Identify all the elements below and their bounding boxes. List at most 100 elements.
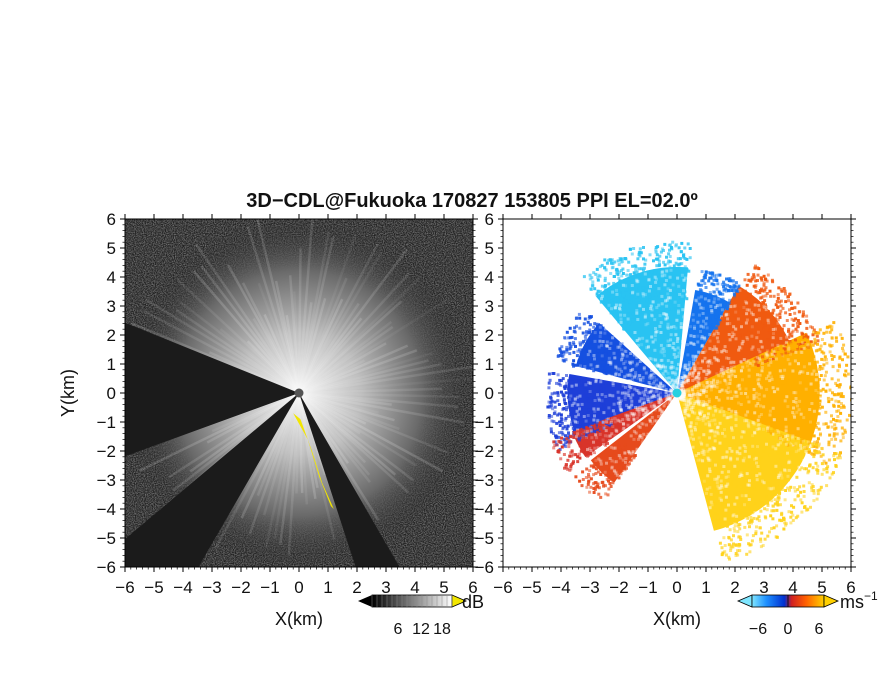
x-tick-label: −4 [173, 578, 192, 597]
signal-ray [298, 342, 387, 395]
signal-ray [298, 317, 363, 394]
y-tick-label: −3 [97, 471, 116, 490]
y-tick-label: −5 [475, 529, 494, 548]
signal-ray [252, 317, 301, 394]
signal-ray [206, 391, 300, 444]
signal-ray [298, 392, 397, 476]
signal-ray [298, 351, 434, 395]
signal-ray [298, 320, 393, 394]
y-tick-label: −4 [475, 500, 494, 519]
signal-ray [273, 392, 301, 539]
y-tick-label: −6 [475, 558, 494, 577]
signal-ray [256, 219, 301, 394]
signal-ray [297, 392, 309, 505]
signal-ray [298, 277, 420, 394]
signal-ray [168, 391, 300, 479]
backscatter-colorbar: dB 6 12 18 [358, 592, 484, 638]
signal-ray [176, 278, 300, 394]
signal-ray [297, 392, 327, 476]
signal-ray [143, 310, 300, 395]
x-tick-label: 2 [352, 578, 361, 597]
y-tick-label: 5 [485, 239, 494, 258]
x-tick-label: −2 [231, 578, 250, 597]
x-axis-label: X(km) [275, 609, 323, 629]
signal-ray [298, 391, 444, 473]
signal-ray [257, 282, 301, 394]
signal-ray [262, 392, 301, 516]
x-tick-label: −6 [493, 578, 512, 597]
x-tick-label: 1 [701, 578, 710, 597]
y-tick-label: 6 [485, 210, 494, 229]
x-tick-label: −1 [638, 578, 657, 597]
blocked-sector [125, 322, 299, 457]
x-tick-label: −5 [144, 578, 163, 597]
signal-ray [297, 392, 317, 499]
signal-ray [298, 362, 443, 395]
signal-ray [297, 297, 327, 394]
signal-ray [298, 272, 411, 394]
colorbar-unit: dB [462, 592, 484, 612]
x-tick-label: 5 [817, 578, 826, 597]
signal-ray [285, 314, 301, 394]
signal-ray [297, 277, 348, 394]
signal-ray [246, 225, 301, 394]
y-tick-label: 4 [485, 268, 494, 287]
y-tick-label: 5 [107, 239, 116, 258]
x-tick-label: 0 [294, 578, 303, 597]
signal-ray [172, 392, 300, 492]
signal-ray [298, 391, 361, 435]
y-tick-label: −6 [97, 558, 116, 577]
signal-ray [297, 302, 313, 394]
signal-ray [179, 300, 300, 394]
signal-ray [215, 392, 301, 548]
radar-center-marker [294, 388, 304, 398]
y-tick-label: 1 [107, 355, 116, 374]
signal-ray [298, 391, 465, 424]
signal-ray [298, 391, 400, 431]
signal-ray [189, 391, 300, 473]
x-tick-label: 3 [381, 578, 390, 597]
signal-ray [297, 248, 302, 394]
velocity-region [575, 323, 677, 393]
y-axis-label: Y(km) [58, 369, 78, 417]
signal-ray [241, 282, 301, 394]
signal-ray [298, 391, 392, 406]
x-tick-label: −3 [202, 578, 221, 597]
signal-ray [298, 391, 461, 399]
signal-ray [192, 270, 300, 394]
signal-ray [145, 298, 300, 395]
signal-ray [298, 392, 371, 476]
signal-ray [298, 325, 394, 395]
y-tick-label: 2 [107, 326, 116, 345]
y-tick-label: −4 [97, 500, 116, 519]
x-tick-label: 6 [468, 578, 477, 597]
signal-ray [298, 359, 429, 395]
x-tick-label: −3 [580, 578, 599, 597]
signal-ray [298, 377, 471, 395]
signal-ray [298, 392, 415, 482]
signal-ray [297, 236, 335, 394]
signal-ray [264, 392, 301, 548]
signal-ray [298, 391, 450, 455]
blocked-sector [299, 393, 400, 567]
signal-ray [297, 392, 380, 521]
signal-ray [246, 340, 300, 394]
signal-ray [297, 298, 344, 394]
signal-ray [298, 349, 418, 395]
y-tick-label: 0 [485, 384, 494, 403]
y-tick-label: 2 [485, 326, 494, 345]
x-tick-label: 2 [730, 578, 739, 597]
signal-ray [297, 243, 379, 394]
blocked-sector [125, 393, 299, 567]
signal-ray [297, 392, 304, 493]
x-tick-label: −6 [115, 578, 134, 597]
chart-title: 3D−CDL@Fukuoka 170827 153805 PPI EL=02.0… [246, 190, 698, 212]
signal-ray [298, 298, 450, 395]
signal-ray [256, 392, 301, 497]
signal-ray [298, 391, 379, 414]
y-tick-label: −3 [475, 471, 494, 490]
signal-ray [248, 392, 301, 535]
signal-ray [288, 275, 301, 394]
